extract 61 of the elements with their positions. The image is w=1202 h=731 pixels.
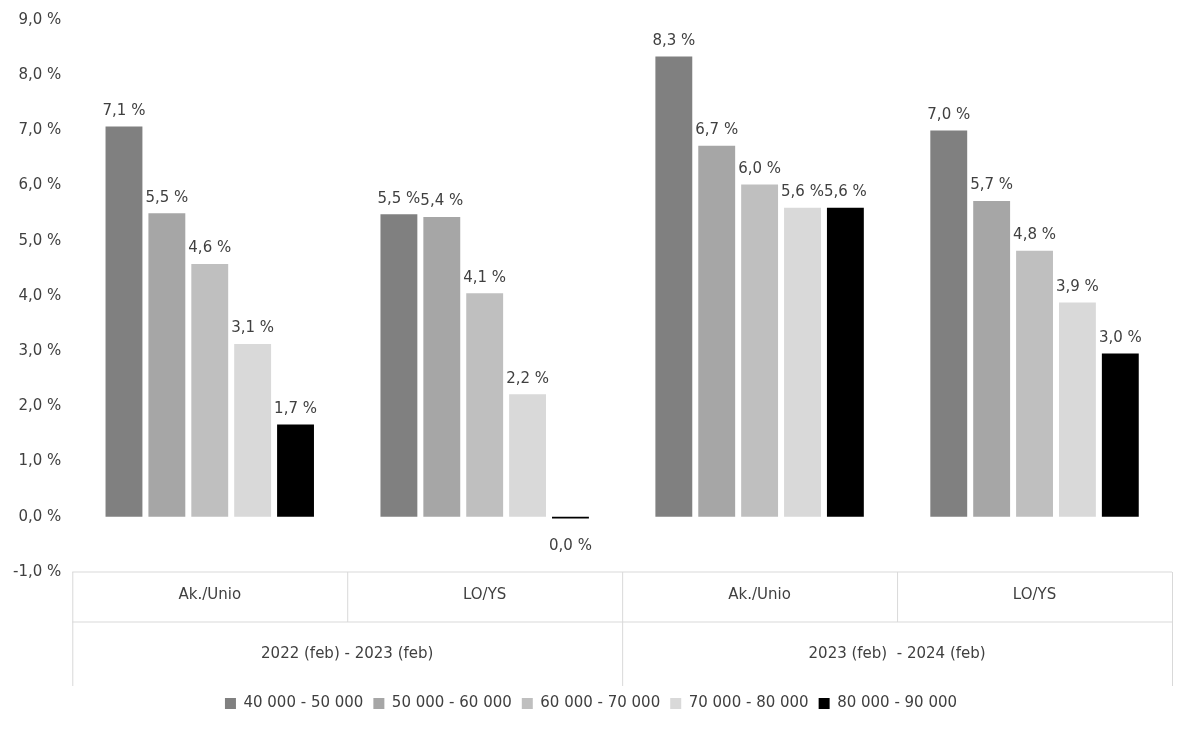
bar xyxy=(423,217,461,517)
bar xyxy=(380,214,418,517)
y-tick-label: 4,0 % xyxy=(18,285,62,304)
legend-label: 70 000 - 80 000 xyxy=(688,693,809,712)
bar xyxy=(234,344,272,517)
data-label: 5,4 % xyxy=(420,191,464,210)
data-label: 6,7 % xyxy=(695,120,739,139)
data-label: 3,1 % xyxy=(231,318,275,337)
bar xyxy=(466,293,504,517)
y-tick-label: -1,0 % xyxy=(12,561,62,580)
x-tick-label: LO/YS xyxy=(1012,584,1057,603)
bar xyxy=(277,424,314,517)
x-tick-label: Ak./Unio xyxy=(728,584,791,603)
data-label: 3,9 % xyxy=(1055,277,1099,296)
data-label: 7,0 % xyxy=(927,104,971,123)
data-label: 2,2 % xyxy=(506,368,550,387)
bar xyxy=(148,213,186,517)
data-label: 5,6 % xyxy=(781,182,824,201)
data-label: 5,5 % xyxy=(145,187,189,206)
bar xyxy=(1058,302,1096,517)
bar xyxy=(826,207,864,517)
legend-label: 60 000 - 70 000 xyxy=(540,693,661,712)
bar xyxy=(741,184,779,517)
data-label: 5,6 % xyxy=(823,182,867,201)
y-tick-label: 3,0 % xyxy=(18,341,62,360)
y-tick-label: 1,0 % xyxy=(18,451,62,470)
data-label: 4,6 % xyxy=(188,238,232,257)
data-label: 6,0 % xyxy=(738,158,782,177)
data-label: 4,8 % xyxy=(1013,225,1056,244)
data-label: 5,5 % xyxy=(377,188,421,207)
legend-label: 40 000 - 50 000 xyxy=(243,693,364,712)
data-label: 4,1 % xyxy=(463,267,507,286)
bar xyxy=(105,126,143,517)
bar xyxy=(698,145,736,517)
y-tick-label: 0,0 % xyxy=(18,506,62,525)
legend-label: 80 000 - 90 000 xyxy=(837,693,958,712)
bar xyxy=(509,394,547,517)
text: 2022 (feb) - 2023 (feb) xyxy=(261,643,434,662)
y-tick-label: 2,0 % xyxy=(18,396,62,415)
data-label: 7,1 % xyxy=(102,100,146,119)
text: 2023 (feb) - 2024 (feb) xyxy=(808,643,986,662)
y-tick-label: 8,0 % xyxy=(18,65,62,84)
bar xyxy=(973,201,1011,517)
data-label: 8,3 % xyxy=(652,30,696,49)
bar xyxy=(655,56,693,517)
bar xyxy=(1016,250,1053,517)
legend-label: 50 000 - 60 000 xyxy=(391,693,512,712)
y-tick-label: 6,0 % xyxy=(18,175,62,194)
data-label: 5,7 % xyxy=(970,175,1014,194)
y-tick-label: 7,0 % xyxy=(18,120,62,139)
y-tick-label: 9,0 % xyxy=(18,9,62,28)
x-tick-label: LO/YS xyxy=(462,584,507,603)
bar xyxy=(930,130,968,517)
bar xyxy=(191,263,229,517)
data-label: 0,0 % xyxy=(549,535,592,554)
bar xyxy=(1101,353,1139,517)
data-label: 1,7 % xyxy=(274,399,317,418)
x-tick-label: Ak./Unio xyxy=(178,584,242,603)
data-label: 3,0 % xyxy=(1098,327,1142,346)
bar xyxy=(784,207,821,517)
y-tick-label: 5,0 % xyxy=(18,230,62,249)
